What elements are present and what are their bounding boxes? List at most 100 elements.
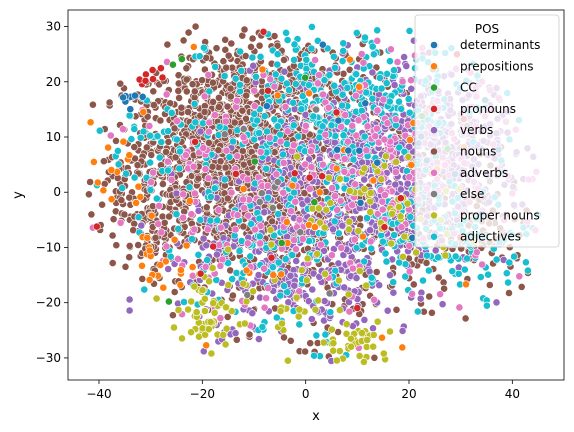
data-point bbox=[333, 206, 342, 214]
data-point bbox=[249, 61, 258, 70]
data-point bbox=[170, 288, 179, 296]
legend-label: prepositions bbox=[460, 59, 533, 73]
data-point bbox=[369, 342, 378, 351]
data-point bbox=[391, 115, 400, 124]
data-point bbox=[98, 200, 106, 209]
data-point bbox=[284, 298, 293, 307]
data-point bbox=[250, 102, 259, 110]
data-point bbox=[400, 53, 408, 61]
data-point bbox=[352, 29, 361, 37]
data-point bbox=[172, 135, 181, 144]
data-point bbox=[290, 236, 299, 245]
data-point bbox=[266, 226, 275, 234]
data-point bbox=[289, 98, 298, 107]
data-point bbox=[191, 137, 199, 146]
data-point bbox=[204, 138, 213, 147]
data-point bbox=[362, 146, 371, 155]
data-point bbox=[202, 203, 211, 212]
data-point bbox=[141, 76, 150, 85]
data-point bbox=[335, 347, 344, 355]
data-point bbox=[175, 164, 184, 173]
data-point bbox=[301, 121, 310, 130]
data-point bbox=[348, 264, 357, 273]
data-point bbox=[273, 60, 282, 69]
data-point bbox=[251, 225, 259, 234]
data-point bbox=[294, 312, 303, 321]
data-point bbox=[292, 245, 300, 254]
data-point bbox=[305, 185, 314, 193]
data-point bbox=[267, 253, 276, 262]
data-point bbox=[255, 197, 264, 206]
data-point bbox=[138, 274, 147, 283]
data-point bbox=[386, 45, 395, 54]
data-point bbox=[348, 121, 357, 130]
data-point bbox=[192, 308, 201, 317]
data-point bbox=[162, 242, 171, 251]
data-point bbox=[243, 290, 252, 299]
data-point bbox=[360, 175, 369, 184]
data-point bbox=[389, 288, 398, 297]
data-point bbox=[403, 179, 412, 188]
data-point bbox=[168, 311, 177, 320]
data-point bbox=[301, 347, 309, 356]
data-point bbox=[260, 264, 268, 273]
data-point bbox=[351, 91, 360, 100]
data-point bbox=[204, 325, 213, 334]
data-point bbox=[187, 297, 196, 306]
data-point bbox=[216, 314, 225, 323]
data-point bbox=[206, 192, 215, 201]
data-point bbox=[408, 289, 416, 298]
data-point bbox=[328, 184, 337, 192]
data-point bbox=[119, 125, 127, 134]
data-point bbox=[344, 290, 353, 299]
data-point bbox=[226, 84, 235, 93]
data-point bbox=[338, 90, 347, 99]
data-point bbox=[221, 35, 230, 44]
data-point bbox=[313, 79, 322, 88]
data-point bbox=[273, 122, 282, 131]
data-point bbox=[427, 308, 436, 317]
data-point bbox=[301, 73, 310, 82]
data-point bbox=[279, 188, 288, 197]
data-point bbox=[121, 262, 130, 271]
data-point bbox=[164, 127, 172, 136]
data-point bbox=[255, 129, 263, 137]
data-point bbox=[366, 226, 374, 235]
data-point bbox=[318, 40, 327, 49]
data-point bbox=[100, 157, 108, 166]
data-point bbox=[133, 161, 142, 170]
data-point bbox=[134, 182, 143, 191]
data-point bbox=[216, 157, 225, 166]
data-point bbox=[167, 109, 176, 117]
data-point bbox=[209, 242, 218, 251]
data-point bbox=[362, 342, 371, 351]
data-point bbox=[472, 248, 481, 257]
data-point bbox=[227, 188, 236, 197]
data-point bbox=[302, 276, 311, 285]
data-point bbox=[373, 124, 381, 133]
data-point bbox=[283, 36, 292, 44]
data-point bbox=[280, 56, 288, 64]
data-point bbox=[184, 305, 192, 314]
data-point bbox=[360, 164, 369, 173]
data-point bbox=[273, 91, 282, 100]
data-point bbox=[361, 33, 369, 42]
data-point bbox=[202, 341, 211, 350]
data-point bbox=[184, 108, 192, 116]
data-point bbox=[196, 127, 205, 136]
data-point bbox=[329, 52, 338, 61]
data-point bbox=[274, 210, 283, 218]
data-point bbox=[213, 216, 222, 225]
data-point bbox=[242, 297, 251, 306]
data-point bbox=[369, 176, 378, 185]
y-tick-label: 30 bbox=[46, 20, 61, 34]
data-point bbox=[280, 67, 289, 76]
data-point bbox=[366, 197, 375, 206]
data-point bbox=[174, 224, 183, 233]
data-point bbox=[462, 280, 470, 289]
data-point bbox=[276, 291, 285, 300]
data-point bbox=[145, 275, 154, 284]
data-point bbox=[146, 158, 154, 167]
data-point bbox=[336, 196, 345, 205]
data-point bbox=[341, 111, 350, 119]
